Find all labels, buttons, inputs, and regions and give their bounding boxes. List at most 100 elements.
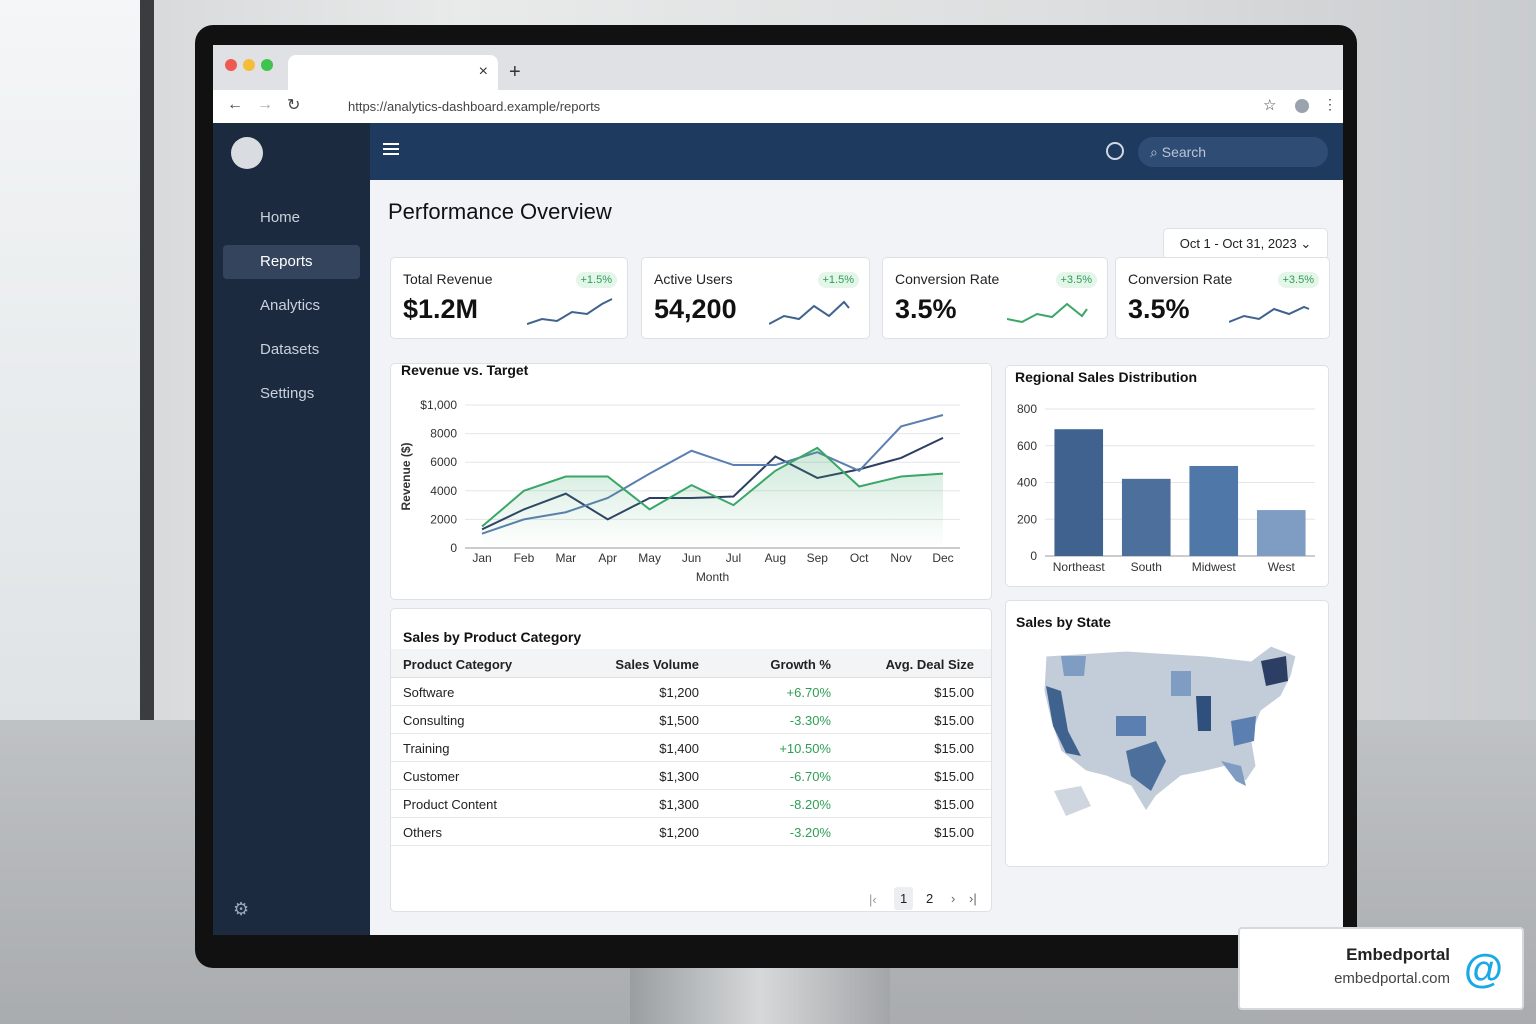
table-cell: Consulting	[403, 713, 465, 728]
table-cell: $1,400	[659, 741, 699, 756]
minimize-dot[interactable]	[243, 59, 255, 71]
x-tick-label: Jul	[726, 551, 741, 565]
profile[interactable]	[1295, 99, 1309, 113]
table-cell: Others	[403, 825, 443, 840]
table-cell: $1,300	[659, 797, 699, 812]
last-page[interactable]: ›|	[969, 891, 977, 906]
table-cell: -6.70%	[789, 769, 831, 784]
x-tick-label: May	[638, 551, 661, 565]
search-box[interactable]: ⌕ Search	[1138, 137, 1328, 167]
page-button[interactable]: 1	[894, 887, 914, 910]
y-tick-label: 0	[450, 541, 457, 555]
bar	[1256, 510, 1306, 556]
menu[interactable]: ⋮	[1323, 96, 1337, 112]
nav-item[interactable]: Analytics	[223, 289, 360, 323]
state-shape	[1231, 716, 1256, 746]
state-shape	[1221, 761, 1246, 786]
table-header-bg	[391, 649, 991, 678]
nav-label: Settings	[260, 385, 315, 402]
sparkline	[527, 298, 613, 325]
kpi-delta: +1.5%	[817, 272, 859, 288]
map-card: Sales by State	[1005, 600, 1329, 867]
maximize-dot[interactable]	[261, 59, 273, 71]
y-tick-label: 200	[1017, 512, 1037, 526]
state-shape	[1061, 656, 1086, 676]
y-tick-label: 600	[1017, 439, 1037, 453]
nav-label: Home	[260, 209, 301, 226]
x-tick-label: Aug	[765, 551, 786, 565]
window	[0, 0, 154, 720]
y-tick-label: $1,000	[420, 398, 457, 412]
new-tab[interactable]: +	[509, 61, 521, 83]
date-range: Oct 1 - Oct 31, 2023	[1179, 236, 1297, 251]
table-cell: +10.50%	[779, 741, 831, 756]
x-axis-label: Month	[696, 570, 729, 584]
first-page[interactable]: |‹	[869, 892, 877, 907]
tab-close[interactable]: ×	[478, 63, 488, 80]
row-line	[391, 845, 991, 846]
close-dot[interactable]	[225, 59, 237, 71]
sparkline	[769, 300, 850, 325]
brand: Embedportal	[1346, 945, 1450, 964]
avatar[interactable]	[231, 137, 263, 169]
url[interactable]: https://analytics-dashboard.example/repo…	[348, 99, 601, 114]
nav-label: Reports	[260, 253, 313, 270]
next-page[interactable]: ›	[951, 891, 956, 906]
chart-title: Revenue vs. Target	[401, 362, 529, 378]
app-header: ⌕ Search	[213, 123, 1343, 180]
nav-item[interactable]: Home	[223, 201, 360, 235]
column-header: Avg. Deal Size	[885, 657, 974, 672]
x-tick-label: West	[1268, 560, 1296, 574]
bookmark[interactable]: ☆	[1263, 97, 1277, 114]
kpi-value: 3.5%	[1128, 294, 1190, 324]
sidebar: Home Reports Analytics Datasets Settings…	[213, 123, 370, 935]
table-cell: Customer	[403, 769, 460, 784]
y-tick-label: 6000	[430, 455, 457, 469]
sparkline-line	[1007, 302, 1088, 324]
kpi-label: Conversion Rate	[895, 271, 1000, 287]
sparkline	[1007, 302, 1088, 324]
kpi-card: Conversion Rate 3.5% +3.5%	[1115, 257, 1330, 339]
back[interactable]: ←	[227, 96, 243, 113]
table-cell: $15.00	[934, 713, 974, 728]
bar	[1189, 465, 1239, 556]
table-cell: +6.70%	[786, 685, 831, 700]
x-tick-label: Northeast	[1053, 560, 1106, 574]
nav-item[interactable]: Settings	[223, 377, 360, 411]
nav-item[interactable]: Datasets	[223, 333, 360, 367]
search-placeholder: Search	[1161, 144, 1207, 160]
kpi-card: Conversion Rate 3.5% +3.5%	[882, 257, 1108, 339]
tab[interactable]: ×	[288, 55, 498, 90]
table-title: Sales by Product Category	[403, 629, 582, 645]
x-tick-label: Midwest	[1192, 560, 1237, 574]
column-header: Sales Volume	[615, 657, 699, 672]
y-tick-label: 2000	[430, 512, 457, 526]
y-tick-label: 400	[1017, 476, 1037, 490]
page-title: Performance Overview	[388, 199, 612, 224]
bar	[1121, 478, 1171, 556]
x-tick-label: Jan	[472, 551, 491, 565]
nav-label: Analytics	[260, 297, 321, 314]
kpi-card: Active Users 54,200 +1.5%	[641, 257, 870, 339]
x-tick-label: Dec	[932, 551, 953, 565]
map-title: Sales by State	[1016, 614, 1111, 630]
user-icon[interactable]	[1106, 142, 1124, 160]
nav-item[interactable]: Reports	[223, 245, 360, 279]
table-cell: -8.20%	[789, 797, 831, 812]
kpi-label: Total Revenue	[403, 271, 493, 287]
x-tick-label: Jun	[682, 551, 701, 565]
forward[interactable]: →	[257, 96, 273, 113]
series-line	[481, 446, 944, 528]
x-tick-label: Sep	[807, 551, 829, 565]
settings-gear[interactable]: ⚙	[233, 899, 250, 919]
x-tick-label: Nov	[890, 551, 911, 565]
y-tick-label: 0	[1030, 549, 1037, 563]
table-cell: $15.00	[934, 741, 974, 756]
page-button[interactable]: 2	[926, 891, 934, 906]
table-cell: $1,200	[659, 685, 699, 700]
table-cell: -3.30%	[789, 713, 831, 728]
reload[interactable]: ↻	[287, 97, 301, 114]
x-tick-label: Feb	[514, 551, 535, 565]
x-tick-label: South	[1131, 560, 1162, 574]
hamburger[interactable]	[383, 143, 399, 145]
